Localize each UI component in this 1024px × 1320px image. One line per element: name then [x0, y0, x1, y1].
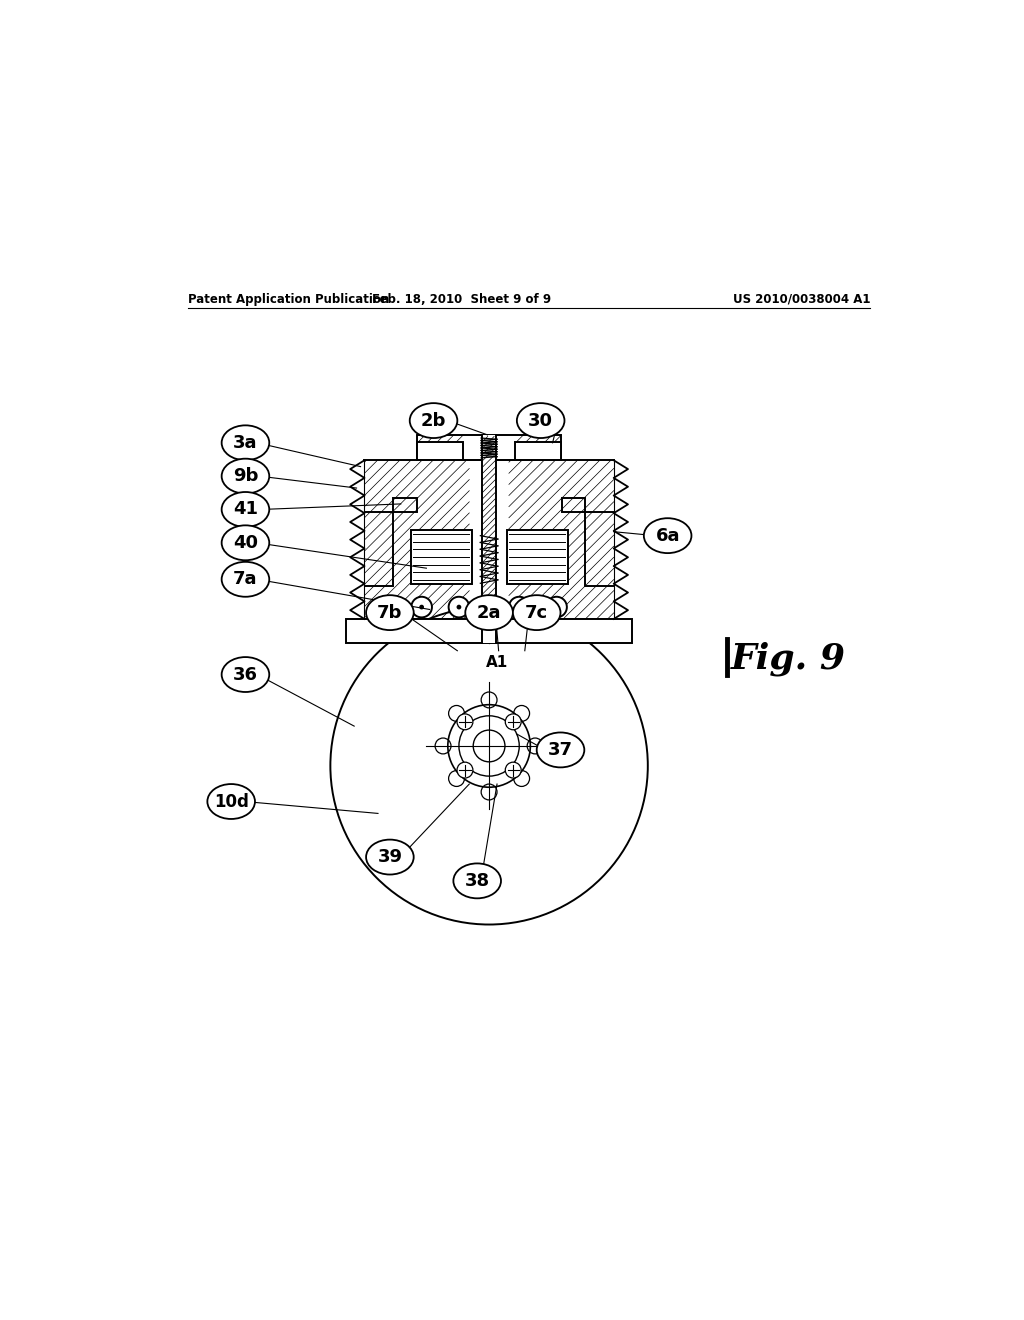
Circle shape	[546, 597, 567, 618]
Ellipse shape	[644, 519, 691, 553]
Text: 2a: 2a	[477, 603, 502, 622]
Bar	[417, 442, 463, 461]
Circle shape	[412, 597, 432, 618]
Text: 9b: 9b	[232, 467, 258, 486]
Circle shape	[517, 605, 521, 610]
Text: 39: 39	[378, 847, 402, 866]
Text: 6a: 6a	[655, 527, 680, 545]
Ellipse shape	[367, 595, 414, 630]
Text: Patent Application Publication: Patent Application Publication	[187, 293, 389, 306]
Circle shape	[457, 605, 462, 610]
Text: 7a: 7a	[233, 570, 258, 589]
Ellipse shape	[454, 863, 501, 899]
Ellipse shape	[537, 733, 585, 767]
Ellipse shape	[517, 403, 564, 438]
Ellipse shape	[221, 425, 269, 461]
Text: 37: 37	[548, 741, 573, 759]
Circle shape	[449, 597, 469, 618]
Text: 10d: 10d	[214, 792, 249, 810]
Ellipse shape	[367, 840, 414, 875]
Text: 7c: 7c	[525, 603, 548, 622]
Bar	[507, 531, 567, 583]
Ellipse shape	[221, 657, 269, 692]
Bar	[482, 434, 497, 643]
Text: 30: 30	[528, 412, 553, 429]
Circle shape	[554, 605, 559, 610]
Text: 3a: 3a	[233, 434, 258, 451]
Bar	[346, 619, 632, 643]
Ellipse shape	[410, 403, 458, 438]
Text: 7b: 7b	[377, 603, 402, 622]
Circle shape	[419, 605, 424, 610]
Ellipse shape	[207, 784, 255, 818]
Text: Fig. 9: Fig. 9	[731, 642, 846, 676]
Bar	[515, 442, 561, 461]
Ellipse shape	[221, 562, 269, 597]
Text: 2b: 2b	[421, 412, 446, 429]
Bar	[417, 434, 561, 461]
Text: Feb. 18, 2010  Sheet 9 of 9: Feb. 18, 2010 Sheet 9 of 9	[372, 293, 551, 306]
Circle shape	[457, 714, 473, 730]
Ellipse shape	[513, 595, 560, 630]
Circle shape	[457, 762, 473, 777]
Text: 36: 36	[232, 665, 258, 684]
Circle shape	[509, 597, 529, 618]
Text: US 2010/0038004 A1: US 2010/0038004 A1	[732, 293, 870, 306]
Text: 38: 38	[465, 873, 489, 890]
Text: 41: 41	[232, 500, 258, 519]
Bar	[411, 531, 472, 583]
Ellipse shape	[465, 595, 513, 630]
Text: A1: A1	[486, 655, 508, 669]
Ellipse shape	[221, 492, 269, 527]
Ellipse shape	[221, 458, 269, 494]
Circle shape	[505, 762, 521, 777]
Text: 40: 40	[232, 533, 258, 552]
Ellipse shape	[221, 525, 269, 560]
Circle shape	[505, 714, 521, 730]
